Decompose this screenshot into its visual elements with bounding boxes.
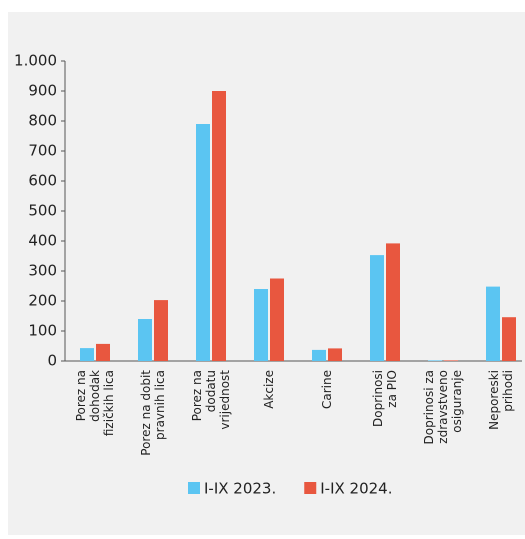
bar bbox=[254, 289, 268, 361]
x-tick-label-line: osiguranje bbox=[450, 370, 464, 433]
bar bbox=[270, 278, 284, 361]
x-tick-label-line: Doprinosi bbox=[371, 370, 385, 427]
y-tick-label: 200 bbox=[28, 292, 57, 310]
x-tick-label: Carine bbox=[320, 370, 334, 409]
x-tick-label-line: Porez na bbox=[190, 370, 204, 421]
bar bbox=[486, 286, 500, 361]
y-tick-label: 700 bbox=[28, 142, 57, 160]
bar bbox=[154, 300, 168, 361]
bar bbox=[80, 348, 94, 361]
x-tick-label-line: Doprinosi za bbox=[422, 370, 436, 444]
bar bbox=[138, 319, 152, 361]
legend-label: I-IX 2023. bbox=[204, 480, 276, 498]
panel bbox=[8, 12, 525, 535]
bar bbox=[328, 348, 342, 361]
bar bbox=[502, 317, 516, 361]
x-tick-label: Doprinosi zazdravstvenoosiguranje bbox=[422, 370, 464, 444]
x-tick-label: Porez nadohodakfizičkih lica bbox=[74, 370, 116, 436]
bar bbox=[370, 255, 384, 361]
y-tick-label: 400 bbox=[28, 232, 57, 250]
legend-swatch bbox=[188, 482, 200, 494]
y-tick-label: 800 bbox=[28, 112, 57, 130]
x-tick-label: Neporeskiprihodi bbox=[487, 370, 515, 430]
bar bbox=[96, 343, 110, 361]
y-tick-label: 500 bbox=[28, 202, 57, 220]
bar bbox=[312, 349, 326, 361]
x-tick-label: Akcize bbox=[262, 370, 276, 409]
x-tick-label-line: zdravstveno bbox=[436, 370, 450, 444]
x-tick-label-line: Neporeski bbox=[487, 370, 501, 430]
x-tick-label: Porez na dobitpravnih lica bbox=[139, 370, 167, 456]
x-tick-label-line: za PIO bbox=[385, 370, 399, 408]
y-tick-label: 900 bbox=[28, 82, 57, 100]
bar bbox=[444, 360, 458, 361]
x-tick-label-line: Porez na bbox=[74, 370, 88, 421]
y-tick-label: 600 bbox=[28, 172, 57, 190]
x-tick-label-line: dohodak bbox=[88, 370, 102, 422]
x-tick-label-line: Akcize bbox=[262, 370, 276, 409]
x-tick-label-line: pravnih lica bbox=[153, 370, 167, 440]
x-tick-label-line: dodatu bbox=[204, 370, 218, 412]
legend-label: I-IX 2024. bbox=[320, 480, 392, 498]
x-tick-label-line: vrijednost bbox=[218, 370, 232, 430]
y-tick-label: 0 bbox=[47, 352, 57, 370]
y-tick-label: 100 bbox=[28, 322, 57, 340]
bar bbox=[428, 360, 442, 361]
x-tick-label: Doprinosiza PIO bbox=[371, 370, 399, 427]
x-tick-label: Porez nadodatuvrijednost bbox=[190, 370, 232, 430]
y-tick-label: 300 bbox=[28, 262, 57, 280]
bar bbox=[196, 124, 210, 361]
bar bbox=[212, 91, 226, 361]
x-tick-label-line: fizičkih lica bbox=[102, 370, 116, 436]
bar bbox=[386, 243, 400, 361]
y-tick-label: 1.000 bbox=[14, 52, 57, 70]
x-tick-label-line: prihodi bbox=[501, 370, 515, 412]
x-tick-label-line: Carine bbox=[320, 370, 334, 409]
legend-swatch bbox=[304, 482, 317, 494]
x-tick-label-line: Porez na dobit bbox=[139, 370, 153, 456]
